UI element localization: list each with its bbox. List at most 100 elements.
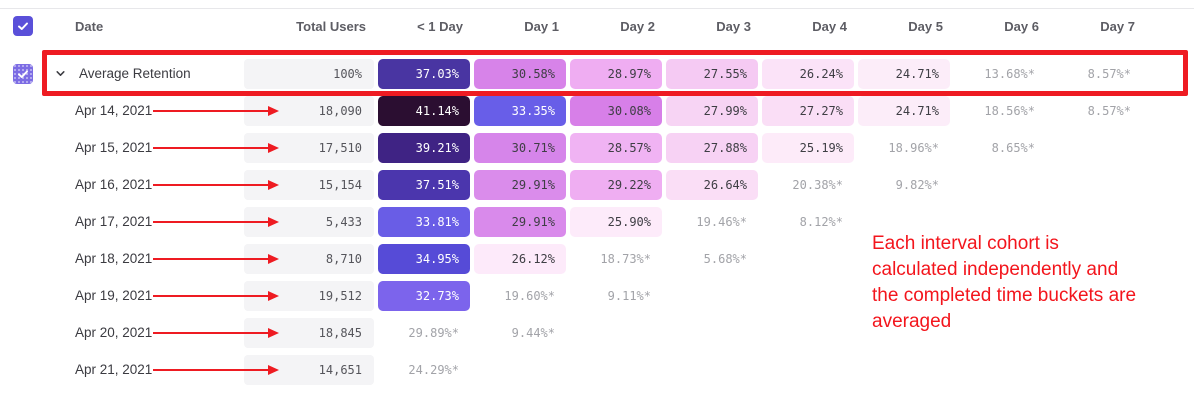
retention-cell: 28.97% bbox=[570, 58, 662, 89]
retention-cell-incomplete: 9.11%* bbox=[607, 288, 651, 303]
row-checkbox-cell bbox=[0, 63, 44, 84]
column-header-day-3: Day 3 bbox=[716, 18, 751, 34]
column-header-day-4: Day 4 bbox=[812, 18, 847, 34]
column-header-day-1: Day 1 bbox=[524, 18, 559, 34]
cohort-row: Apr 20, 2021 18,845 29.89%* 9.44%* bbox=[0, 314, 1194, 351]
retention-cell: 30.71% bbox=[474, 132, 566, 163]
retention-cell: 41.14% bbox=[378, 95, 470, 126]
retention-cell: 24.71% bbox=[858, 95, 950, 126]
date-cell: Apr 14, 2021 bbox=[44, 92, 244, 129]
retention-cell-incomplete: 8.12%* bbox=[799, 214, 843, 229]
retention-cell: 33.81% bbox=[378, 206, 470, 237]
select-all-checkbox[interactable] bbox=[13, 16, 33, 36]
cohort-row: Apr 17, 2021 5,433 33.81% 29.91% 25.90% 19.46… bbox=[0, 203, 1194, 240]
retention-cell: 32.73% bbox=[378, 280, 470, 311]
retention-cell-incomplete: 13.68%* bbox=[984, 66, 1035, 81]
column-header--1-day: < 1 Day bbox=[417, 18, 463, 34]
retention-cell-incomplete: 19.60%* bbox=[504, 288, 555, 303]
annotation-note-line: calculated independently and bbox=[872, 259, 1119, 280]
annotation-note: Each interval cohort is calculated indepe… bbox=[872, 231, 1136, 335]
total-users-cell: 5,433 bbox=[244, 206, 374, 237]
retention-cell: 28.57% bbox=[570, 132, 662, 163]
date-cell: Apr 18, 2021 bbox=[44, 240, 244, 277]
retention-cell: 27.99% bbox=[666, 95, 758, 126]
row-label: Apr 17, 2021 bbox=[75, 214, 153, 229]
retention-cell: 29.22% bbox=[570, 169, 662, 200]
retention-cell: 39.21% bbox=[378, 132, 470, 163]
date-cell: Apr 16, 2021 bbox=[44, 166, 244, 203]
total-users-cell: 18,090 bbox=[244, 95, 374, 126]
retention-cell-incomplete: 8.57%* bbox=[1087, 103, 1131, 118]
total-users-cell: 18,845 bbox=[244, 317, 374, 348]
retention-cell-incomplete: 9.82%* bbox=[895, 177, 939, 192]
total-users-cell: 14,651 bbox=[244, 354, 374, 385]
retention-cell: 27.55% bbox=[666, 58, 758, 89]
row-label: Apr 18, 2021 bbox=[75, 251, 153, 266]
row-label: Apr 20, 2021 bbox=[75, 325, 153, 340]
column-header-total-users: Total Users bbox=[296, 18, 366, 34]
cohort-row: Apr 14, 2021 18,090 41.14% 33.35% 30.08% 27.9… bbox=[0, 92, 1194, 129]
retention-cell: 30.08% bbox=[570, 95, 662, 126]
retention-cell: 26.12% bbox=[474, 243, 566, 274]
retention-cell: 27.88% bbox=[666, 132, 758, 163]
total-users-cell: 8,710 bbox=[244, 243, 374, 274]
row-checkbox[interactable] bbox=[13, 63, 33, 84]
retention-cell: 34.95% bbox=[378, 243, 470, 274]
date-cell: Apr 17, 2021 bbox=[44, 203, 244, 240]
column-header-day-6: Day 6 bbox=[1004, 18, 1039, 34]
cohort-row: Apr 18, 2021 8,710 34.95% 26.12% 18.73%* 5.68… bbox=[0, 240, 1194, 277]
retention-cell-incomplete: 8.57%* bbox=[1087, 66, 1131, 81]
date-cell: Apr 19, 2021 bbox=[44, 277, 244, 314]
row-label: Average Retention bbox=[79, 66, 191, 81]
row-label: Apr 16, 2021 bbox=[75, 177, 153, 192]
date-cell: Average Retention bbox=[44, 55, 244, 92]
retention-cell: 37.03% bbox=[378, 58, 470, 89]
date-cell: Apr 15, 2021 bbox=[44, 129, 244, 166]
retention-cell-incomplete: 9.44%* bbox=[511, 325, 555, 340]
retention-cell-incomplete: 18.96%* bbox=[888, 140, 939, 155]
total-users-cell: 19,512 bbox=[244, 280, 374, 311]
cohort-row: Apr 16, 2021 15,154 37.51% 29.91% 29.22% 26.6… bbox=[0, 166, 1194, 203]
date-cell: Apr 21, 2021 bbox=[44, 351, 244, 388]
average-retention-row: Average Retention 100% 37.03% 30.58% 28.97% 2… bbox=[0, 55, 1194, 92]
retention-cell-incomplete: 19.46%* bbox=[696, 214, 747, 229]
row-label: Apr 14, 2021 bbox=[75, 103, 153, 118]
retention-cell: 26.64% bbox=[666, 169, 758, 200]
column-header-day-2: Day 2 bbox=[620, 18, 655, 34]
retention-cell: 37.51% bbox=[378, 169, 470, 200]
select-all-cell bbox=[0, 16, 44, 36]
retention-cell: 29.91% bbox=[474, 206, 566, 237]
checkmark-icon bbox=[18, 22, 28, 30]
retention-cell-incomplete: 18.56%* bbox=[984, 103, 1035, 118]
retention-cell-incomplete: 18.73%* bbox=[600, 251, 651, 266]
column-header-date: Date bbox=[75, 18, 104, 34]
retention-cell: 30.58% bbox=[474, 58, 566, 89]
retention-cell-incomplete: 8.65%* bbox=[991, 140, 1035, 155]
retention-cell: 26.24% bbox=[762, 58, 854, 89]
table-body: Average Retention 100% 37.03% 30.58% 28.97% 2… bbox=[0, 55, 1194, 388]
chevron-down-icon[interactable] bbox=[55, 68, 66, 79]
date-cell: Apr 20, 2021 bbox=[44, 314, 244, 351]
row-label: Apr 19, 2021 bbox=[75, 288, 153, 303]
row-label: Apr 15, 2021 bbox=[75, 140, 153, 155]
annotation-note-line: the completed time buckets are bbox=[872, 285, 1137, 306]
cohort-row: Apr 15, 2021 17,510 39.21% 30.71% 28.57% 27.8… bbox=[0, 129, 1194, 166]
checkmark-icon bbox=[18, 70, 28, 78]
retention-cell: 29.91% bbox=[474, 169, 566, 200]
row-label: Apr 21, 2021 bbox=[75, 362, 153, 377]
table-header-row: Date Total Users < 1 Day Day 1 Day 2 Day 3 Day… bbox=[0, 8, 1194, 43]
column-header-day-5: Day 5 bbox=[908, 18, 943, 34]
cohort-row: Apr 21, 2021 14,651 24.29%* bbox=[0, 351, 1194, 388]
retention-cell: 33.35% bbox=[474, 95, 566, 126]
retention-cell: 24.71% bbox=[858, 58, 950, 89]
retention-cell: 25.90% bbox=[570, 206, 662, 237]
retention-cell-incomplete: 20.38%* bbox=[792, 177, 843, 192]
retention-cell: 25.19% bbox=[762, 132, 854, 163]
total-users-cell: 100% bbox=[244, 58, 374, 89]
column-header-day-7: Day 7 bbox=[1100, 18, 1135, 34]
retention-cell-incomplete: 24.29%* bbox=[408, 362, 459, 377]
total-users-cell: 15,154 bbox=[244, 169, 374, 200]
annotation-note-line: averaged bbox=[872, 311, 952, 332]
retention-cell: 27.27% bbox=[762, 95, 854, 126]
